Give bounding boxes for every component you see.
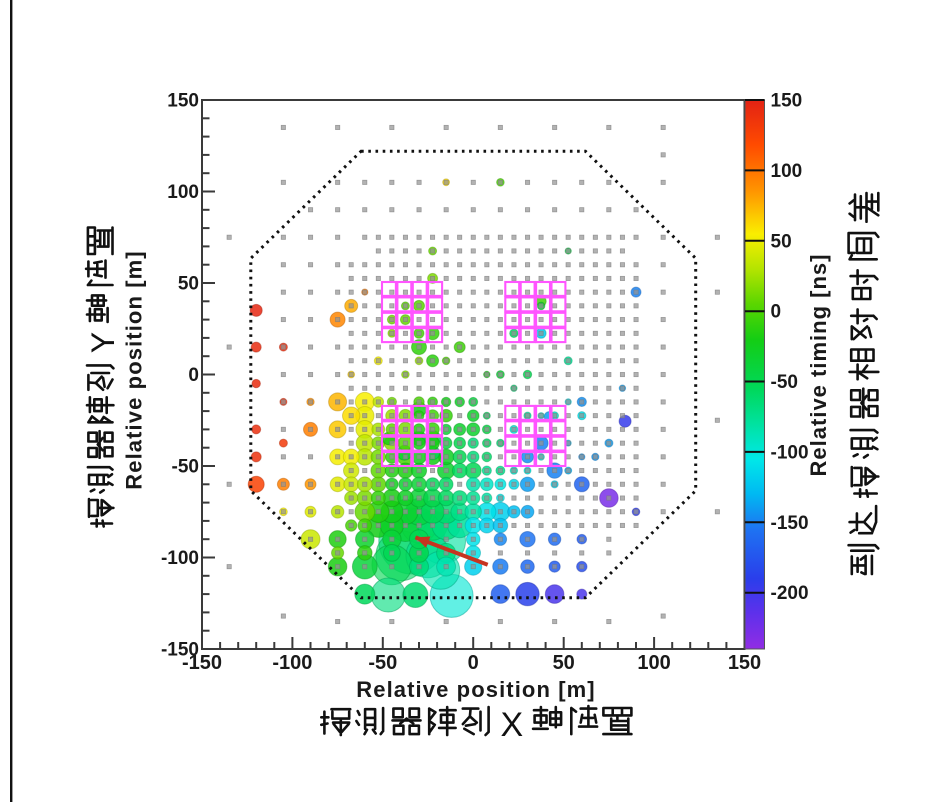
svg-text:100: 100 — [167, 182, 199, 203]
svg-text:Y: Y — [85, 332, 121, 353]
svg-text:50: 50 — [553, 652, 575, 674]
svg-text:-100: -100 — [161, 548, 199, 569]
svg-text:-50: -50 — [172, 457, 199, 478]
svg-text:-200: -200 — [771, 583, 809, 604]
svg-text:0: 0 — [771, 302, 782, 323]
svg-text:-100: -100 — [272, 652, 312, 674]
svg-text:50: 50 — [178, 274, 199, 295]
svg-text:50: 50 — [771, 231, 792, 252]
svg-text:150: 150 — [771, 91, 803, 112]
svg-text:0: 0 — [468, 652, 479, 674]
svg-text:-100: -100 — [771, 442, 809, 463]
svg-text:Relative position [m]: Relative position [m] — [356, 677, 595, 702]
svg-text:-150: -150 — [161, 640, 199, 661]
svg-text:Relative timing [ns]: Relative timing [ns] — [806, 254, 831, 477]
svg-text:100: 100 — [771, 161, 803, 182]
svg-text:0: 0 — [188, 365, 199, 386]
svg-text:150: 150 — [167, 91, 199, 112]
svg-text:-150: -150 — [771, 513, 809, 534]
svg-text:150: 150 — [728, 652, 761, 674]
svg-text:-150: -150 — [182, 652, 222, 674]
svg-text:-50: -50 — [771, 372, 798, 393]
svg-text:100: 100 — [637, 652, 670, 674]
svg-text:X: X — [501, 706, 524, 744]
svg-text:Relative position [m]: Relative position [m] — [122, 250, 147, 489]
svg-text:-50: -50 — [368, 652, 397, 674]
